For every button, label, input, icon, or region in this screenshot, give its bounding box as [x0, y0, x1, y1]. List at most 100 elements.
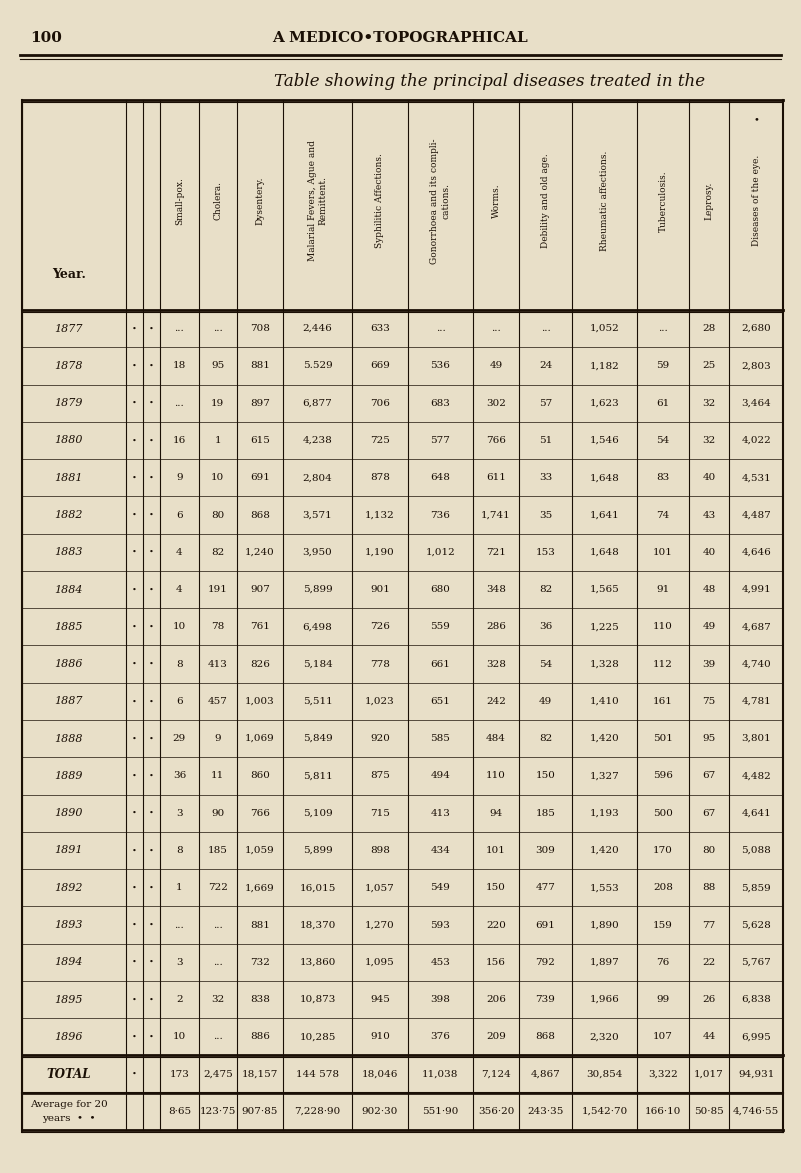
Text: 309: 309 — [536, 846, 555, 855]
Text: 2,803: 2,803 — [741, 361, 771, 371]
Text: 1887: 1887 — [54, 697, 83, 706]
Text: 5,109: 5,109 — [303, 808, 332, 818]
Text: 220: 220 — [486, 921, 506, 929]
Text: 3: 3 — [176, 808, 183, 818]
Text: 48: 48 — [702, 585, 716, 594]
Text: TOTAL: TOTAL — [46, 1067, 91, 1080]
Text: •: • — [132, 698, 137, 705]
Text: 26: 26 — [702, 995, 716, 1004]
Text: 494: 494 — [430, 772, 450, 780]
Text: Debility and old age.: Debility and old age. — [541, 154, 550, 249]
Text: 1,648: 1,648 — [590, 548, 619, 557]
Text: •: • — [149, 436, 154, 445]
Text: 766: 766 — [486, 436, 506, 445]
Text: 6,877: 6,877 — [303, 399, 332, 408]
Text: 1,059: 1,059 — [245, 846, 275, 855]
Text: 945: 945 — [370, 995, 390, 1004]
Text: 860: 860 — [250, 772, 270, 780]
Text: 5,899: 5,899 — [303, 846, 332, 855]
Text: 484: 484 — [486, 734, 506, 744]
Text: 1,069: 1,069 — [245, 734, 275, 744]
Text: 173: 173 — [170, 1070, 189, 1079]
Text: 1,132: 1,132 — [365, 510, 395, 520]
Text: 13,860: 13,860 — [300, 958, 336, 967]
Text: 1896: 1896 — [54, 1032, 83, 1042]
Text: 6: 6 — [176, 697, 183, 706]
Text: 4,740: 4,740 — [741, 659, 771, 669]
Text: 536: 536 — [430, 361, 450, 371]
Text: 2,446: 2,446 — [303, 324, 332, 333]
Text: 30,854: 30,854 — [586, 1070, 622, 1079]
Text: 10,285: 10,285 — [300, 1032, 336, 1042]
Text: 49: 49 — [539, 697, 552, 706]
Text: 2,680: 2,680 — [741, 324, 771, 333]
Text: •: • — [149, 362, 154, 369]
Text: 82: 82 — [539, 734, 552, 744]
Text: •: • — [132, 436, 137, 445]
Text: 3,464: 3,464 — [741, 399, 771, 408]
Text: 1894: 1894 — [54, 957, 83, 968]
Text: 615: 615 — [250, 436, 270, 445]
Text: 16: 16 — [173, 436, 186, 445]
Text: 4,687: 4,687 — [741, 623, 771, 631]
Text: 80: 80 — [702, 846, 716, 855]
Text: 153: 153 — [536, 548, 555, 557]
Text: 206: 206 — [486, 995, 506, 1004]
Text: 91: 91 — [656, 585, 670, 594]
Text: 1,420: 1,420 — [590, 846, 619, 855]
Text: 33: 33 — [539, 473, 552, 482]
Text: 691: 691 — [250, 473, 270, 482]
Text: 35: 35 — [539, 510, 552, 520]
Text: 43: 43 — [702, 510, 716, 520]
Text: 3,950: 3,950 — [303, 548, 332, 557]
Text: •: • — [132, 623, 137, 631]
Text: 94: 94 — [489, 808, 503, 818]
Text: 150: 150 — [536, 772, 555, 780]
Text: 32: 32 — [211, 995, 224, 1004]
Text: 1890: 1890 — [54, 808, 83, 819]
Text: •: • — [132, 585, 137, 594]
Text: 76: 76 — [656, 958, 670, 967]
Text: 54: 54 — [539, 659, 552, 669]
Text: 778: 778 — [370, 659, 390, 669]
Text: 5,628: 5,628 — [741, 921, 771, 929]
Text: 8: 8 — [176, 659, 183, 669]
Text: •: • — [149, 883, 154, 891]
Text: 16,015: 16,015 — [300, 883, 336, 893]
Text: 585: 585 — [430, 734, 450, 744]
Text: 1,057: 1,057 — [365, 883, 395, 893]
Text: ...: ... — [175, 324, 184, 333]
Text: 500: 500 — [653, 808, 673, 818]
Text: 90: 90 — [211, 808, 224, 818]
Text: 1,623: 1,623 — [590, 399, 619, 408]
Text: 577: 577 — [430, 436, 450, 445]
Text: 3,801: 3,801 — [741, 734, 771, 744]
Text: 6,995: 6,995 — [741, 1032, 771, 1042]
Text: 18: 18 — [173, 361, 186, 371]
Text: ...: ... — [175, 399, 184, 408]
Text: 7,124: 7,124 — [481, 1070, 511, 1079]
Text: •: • — [149, 847, 154, 854]
Text: •: • — [132, 996, 137, 1004]
Text: 1,017: 1,017 — [694, 1070, 724, 1079]
Text: 691: 691 — [536, 921, 555, 929]
Text: 286: 286 — [486, 623, 506, 631]
Text: 661: 661 — [430, 659, 450, 669]
Text: •: • — [132, 734, 137, 743]
Text: 7,228·90: 7,228·90 — [295, 1107, 340, 1116]
Text: •: • — [149, 399, 154, 407]
Text: 5,767: 5,767 — [741, 958, 771, 967]
Text: 398: 398 — [430, 995, 450, 1004]
Text: ...: ... — [213, 324, 223, 333]
Text: 101: 101 — [486, 846, 506, 855]
Text: 549: 549 — [430, 883, 450, 893]
Text: 1886: 1886 — [54, 659, 83, 669]
Text: 708: 708 — [250, 324, 270, 333]
Text: 910: 910 — [370, 1032, 390, 1042]
Text: 1891: 1891 — [54, 846, 83, 855]
Text: 868: 868 — [250, 510, 270, 520]
Text: 8·65: 8·65 — [168, 1107, 191, 1116]
Text: 1893: 1893 — [54, 920, 83, 930]
Text: 881: 881 — [250, 361, 270, 371]
Text: 78: 78 — [211, 623, 224, 631]
